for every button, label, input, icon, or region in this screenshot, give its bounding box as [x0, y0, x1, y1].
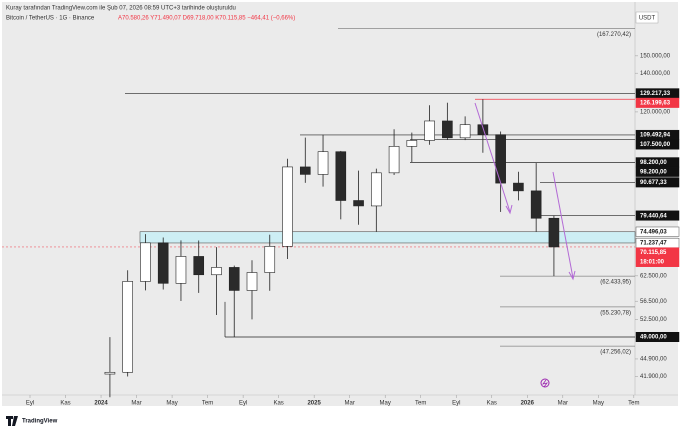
candle-body [175, 256, 187, 284]
y-tick-label: 62.500,00 [640, 273, 667, 279]
x-tick-label: Eyl [452, 401, 460, 407]
price-label: 98.200,00 [640, 160, 667, 166]
y-tick-label: 52.500,00 [640, 317, 667, 323]
x-tick-label: Tem [415, 401, 426, 407]
countdown: 18:01:00 [640, 260, 665, 266]
x-tick-label: 2024 [94, 401, 108, 407]
price-label: 126.199,63 [640, 101, 671, 107]
price-label: 98.200,00 [640, 170, 667, 176]
candle-body [477, 124, 489, 136]
x-tick-label: Mar [558, 401, 568, 407]
x-tick-label: Tem [202, 401, 213, 407]
candle-body [299, 166, 311, 175]
price-label-box [635, 331, 680, 342]
candle-body [459, 124, 471, 139]
candle-body [424, 120, 435, 141]
x-tick-label: 2025 [307, 401, 321, 407]
x-tick-label: May [380, 401, 391, 407]
price-label-box [635, 166, 680, 177]
candle-body [530, 190, 542, 219]
price-label: 74.496,03 [640, 229, 667, 235]
plot-area [2, 2, 678, 406]
price-label-box [635, 226, 680, 237]
price-label-box [635, 210, 680, 221]
candle-body [371, 172, 382, 207]
brand: TradingView [22, 419, 58, 425]
event-icon-bolt [542, 379, 548, 388]
price-label-box [635, 139, 680, 150]
price-label: 70.115,85 [640, 250, 667, 256]
candle-body [211, 267, 222, 276]
candle-body [246, 272, 258, 291]
arrow [552, 171, 574, 279]
candle-body [442, 120, 453, 139]
currency: USDT [639, 16, 656, 22]
candle-body [282, 166, 293, 247]
candle-body [495, 134, 506, 184]
candle-body [548, 217, 560, 248]
y-tick-label: 56.500,00 [640, 299, 667, 305]
arrow [474, 102, 511, 213]
candle-body [353, 200, 364, 207]
candle-body [140, 242, 151, 282]
brand-logo [6, 416, 18, 426]
x-tick-label: Kas [60, 401, 70, 407]
price-label-box [635, 97, 680, 108]
price-label: 71.237,47 [640, 241, 667, 247]
candle-body [264, 246, 276, 273]
level-note: (55.230,78) [600, 310, 631, 316]
candle-body [388, 146, 400, 174]
x-tick-label: Eyl [26, 401, 34, 407]
level-note: (62.433,95) [600, 280, 631, 286]
x-tick-label: May [166, 401, 177, 407]
candle-body [406, 140, 418, 147]
price-label-box [635, 247, 680, 267]
candle-body [513, 182, 524, 192]
arrow-head [568, 270, 576, 281]
x-tick-label: Tem [628, 401, 639, 407]
x-tick-label: May [593, 401, 604, 407]
price-label: 79.440,64 [640, 213, 667, 219]
price-label: 49.000,00 [640, 335, 667, 341]
arrow-head [505, 204, 513, 215]
event-icon[interactable] [540, 378, 550, 388]
x-tick-label: Kas [487, 401, 497, 407]
y-tick-label: 44.900,00 [640, 357, 667, 363]
zone [139, 231, 636, 244]
candle-body [228, 267, 240, 291]
price-label: 129.217,33 [640, 91, 671, 97]
symbol: Bitcoin / TetherUS · 1G · Binance [6, 16, 95, 22]
x-tick-label: Mar [131, 401, 141, 407]
candle-body [104, 371, 116, 375]
currency-box [635, 11, 659, 24]
candle-body [335, 151, 347, 201]
x-tick-label: 2026 [521, 401, 535, 407]
price-label-box [635, 177, 680, 188]
credit: Kuray tarafından TradingView.com ile Şub… [6, 6, 236, 12]
candle-body [157, 242, 169, 284]
x-tick-label: Kas [273, 401, 283, 407]
y-tick-label: 150.000,00 [640, 53, 671, 59]
level-note: (167.270,42) [597, 32, 631, 38]
x-tick-label: Mar [345, 401, 355, 407]
candle-body [122, 281, 133, 373]
candle-body [193, 256, 205, 276]
y-tick-label: 120.000,00 [640, 110, 671, 116]
price-label: 107.500,00 [640, 142, 671, 148]
y-tick-label: 41.900,00 [640, 374, 667, 380]
ohlc: A70.580,26 Y71.490,07 D69.718,00 K70.115… [118, 16, 295, 22]
y-tick-label: 140.000,00 [640, 71, 671, 77]
candle-body [317, 151, 329, 175]
price-label: 90.677,33 [640, 180, 667, 186]
price-label: 109.492,94 [640, 133, 671, 139]
x-tick-label: Eyl [239, 401, 247, 407]
level-note: (47.256,02) [600, 350, 631, 356]
